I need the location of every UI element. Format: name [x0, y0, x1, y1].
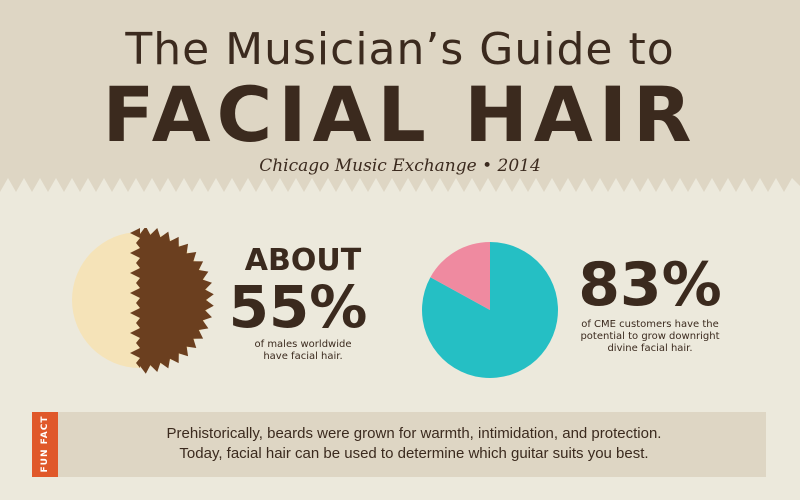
fun-fact-line: Today, facial hair can be used to determ…: [179, 445, 649, 462]
subtitle: Chicago Music Exchange • 2014: [259, 156, 541, 176]
stat1-caption: of males worldwide have facial hair.: [238, 339, 368, 363]
fun-fact-box: FUN FACT Prehistorically, beards were gr…: [32, 412, 766, 477]
caption-line: of males worldwide: [254, 339, 352, 350]
stat2-caption: of CME customers have the potential to gr…: [570, 319, 730, 355]
caption-line: potential to grow downright: [580, 331, 720, 342]
caption-line: have facial hair.: [263, 351, 343, 362]
fun-fact-tag: FUN FACT: [32, 412, 58, 477]
caption-line: divine facial hair.: [607, 343, 693, 354]
pie-chart: [422, 242, 558, 378]
zigzag-header-bg: [0, 0, 800, 192]
header: The Musician’s Guide to FACIAL HAIR Chic…: [0, 0, 800, 200]
half-beard-face-icon: [72, 228, 214, 374]
stat1-value: 55%: [228, 273, 368, 341]
page-title: FACIAL HAIR: [102, 70, 698, 159]
stat1-prefix: ABOUT: [244, 243, 362, 278]
fun-fact-text: Prehistorically, beards were grown for w…: [62, 424, 766, 464]
fun-fact-label: FUN FACT: [40, 415, 50, 473]
caption-line: of CME customers have the: [581, 319, 719, 330]
fun-fact-line: Prehistorically, beards were grown for w…: [166, 425, 662, 442]
stat2-value: 83%: [578, 250, 722, 320]
title-line1: The Musician’s Guide to: [125, 24, 675, 75]
pie-slice: [430, 242, 490, 310]
